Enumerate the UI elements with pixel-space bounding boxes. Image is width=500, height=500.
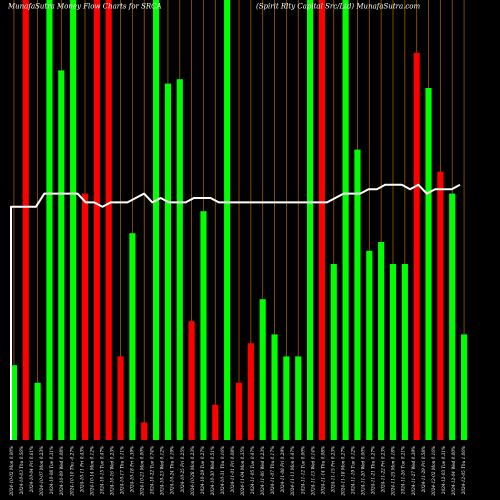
bar-up — [176, 79, 183, 440]
money-flow-line — [10, 183, 461, 440]
x-tick-label: 2024-11-11 Mon 0.47% — [290, 446, 295, 497]
bar-down — [437, 171, 444, 440]
x-tick-label: 2024-10-03 Thu 0.56% — [19, 446, 24, 495]
bar-up — [389, 264, 397, 440]
x-tick-label: 2024-10-10 Thu -0.27% — [69, 446, 74, 497]
x-tick-label: 2024-11-25 Mon 0.18% — [391, 446, 396, 497]
x-tick-label: 2024-10-24 Thu 0.19% — [170, 446, 175, 495]
x-tick-label: 2024-10-14 Mon 0.12% — [89, 446, 94, 497]
bar-down — [413, 52, 420, 441]
bar-down — [318, 0, 325, 440]
bar-up — [153, 0, 160, 440]
bar-down — [22, 0, 29, 440]
bar-up — [224, 0, 231, 440]
x-tick-label: 2024-10-21 Mon 0.00% — [140, 446, 145, 497]
x-tick-label: 2024-11-12 Tue 0.00% — [300, 446, 305, 495]
bar-down — [81, 193, 89, 440]
x-tick-label: 2024-11-04 Mon 0.35% — [240, 446, 245, 497]
chart-source-title: (Spirit Rlty Capital Src/Ltd) MunafaSutr… — [256, 3, 421, 11]
x-tick-label: 2024-10-16 Wed 0.23% — [109, 446, 114, 496]
x-tick-label: 2024-11-29 Fri 0.58% — [421, 446, 426, 493]
x-tick-label: 2024-11-21 Thu 0.27% — [371, 446, 376, 495]
bar-down — [93, 0, 100, 440]
chart-title: MunafaSutra Money Flow Charts for SRCA — [7, 3, 162, 11]
x-tick-label: 2024-10-22 Tue 0.74% — [150, 446, 155, 495]
x-tick-labels: 2024-10-02 Mon 0.00% 2024-10-03 Thu 0.56%… — [9, 446, 466, 497]
bar-up — [34, 382, 41, 440]
bar-up — [283, 356, 290, 440]
x-tick-label: 2024-11-18 Mon 0.27% — [340, 446, 345, 497]
x-tick-label: 2024-11-19 Tue 0.12% — [351, 446, 356, 495]
money-flow-line-path — [10, 183, 461, 440]
bar-down — [235, 382, 243, 440]
x-tick-label: 2024-10-30 Wed 0.51% — [210, 446, 215, 496]
x-tick-label: 2024-11-22 Fri 0.23% — [381, 446, 386, 493]
x-tick-label: 2024-10-31 Thu 0.16% — [220, 446, 225, 495]
bar-up — [425, 88, 432, 440]
bar-up — [70, 0, 77, 440]
x-tick-label: 2024-10-02 Mon 0.00% — [9, 446, 14, 497]
x-tick-label: 2024-11-13 Wed 0.14% — [310, 446, 315, 496]
x-tick-label: 2024-10-07 Mon 0.23% — [39, 446, 44, 497]
bar-up — [449, 193, 456, 440]
x-tick-label: 2024-11-26 Tue 0.21% — [401, 446, 406, 495]
bar-up — [129, 233, 136, 440]
x-tick-label: 2024-11-07 Thu 0.17% — [270, 446, 275, 495]
x-tick-label: 2024-11-15 Fri 0.23% — [330, 446, 335, 493]
bar-up — [401, 264, 408, 440]
x-tick-label: 2024-10-15 Tue 0.47% — [99, 446, 104, 495]
x-tick-label: 2024-10-25 Fri 0.25% — [180, 446, 185, 493]
bar-up — [271, 334, 278, 440]
x-tick-label: 2024-11-08 Fri 0.29% — [280, 446, 285, 493]
x-tick-label: 2024-10-17 Thu 0.11% — [120, 446, 125, 495]
x-tick-label: 2024-10-08 Tue 0.31% — [49, 446, 54, 495]
x-tick-label: 2024-10-04 Fri 0.61% — [29, 446, 34, 493]
bar-up — [330, 264, 337, 440]
x-tick-label: 2024-12-04 Wed 0.00% — [451, 446, 456, 496]
x-tick-label: 2024-10-29 Tue 0.27% — [200, 446, 205, 495]
bar-up — [58, 70, 65, 441]
bar-up — [259, 299, 266, 440]
bar-up — [46, 0, 53, 440]
bar-down — [105, 0, 112, 440]
bar-up — [10, 365, 17, 440]
bar-down — [141, 422, 148, 440]
bar-down — [247, 343, 254, 440]
bar-up — [295, 356, 302, 440]
x-tick-label: 2024-11-14 Thu 0.08% — [320, 446, 325, 495]
bar-down — [212, 404, 219, 440]
bar-series — [10, 0, 468, 441]
bar-up — [378, 242, 385, 440]
x-tick-label: 2024-11-01 Fri 0.08% — [230, 446, 235, 493]
bar-up — [200, 211, 207, 440]
bar-up — [461, 334, 468, 440]
bar-up — [307, 0, 314, 440]
grid-lines — [13, 0, 465, 440]
bar-up — [342, 0, 349, 440]
x-tick-label: 2024-11-27 Wed 0.39% — [411, 446, 416, 496]
bar-down — [117, 356, 124, 440]
bar-up — [354, 149, 361, 440]
x-tick-label: 2024-11-06 Wed 0.23% — [260, 446, 265, 496]
x-tick-label: 2024-11-05 Tue 0.47% — [250, 446, 255, 495]
x-tick-label: 2024-10-28 Mon 0.23% — [190, 446, 195, 497]
x-tick-label: 2024-10-23 Wed 0.12% — [160, 446, 165, 496]
x-tick-label: 2024-10-09 Wed 0.08% — [59, 446, 64, 496]
bar-down — [188, 321, 195, 440]
x-tick-label: 2024-12-02 Mon 0.16% — [431, 446, 436, 497]
bar-up — [366, 250, 373, 440]
x-tick-label: 2024-12-03 Tue 0.31% — [441, 446, 446, 495]
x-tick-label: 2024-10-11 Fri 0.43% — [79, 446, 84, 493]
x-tick-label: 2024-10-18 Fri 0.39% — [130, 446, 135, 493]
bar-up — [164, 83, 171, 440]
x-tick-label: 2024-12-05 Thu 1.06% — [461, 446, 466, 495]
x-tick-label: 2024-11-20 Wed 0.00% — [361, 446, 366, 496]
